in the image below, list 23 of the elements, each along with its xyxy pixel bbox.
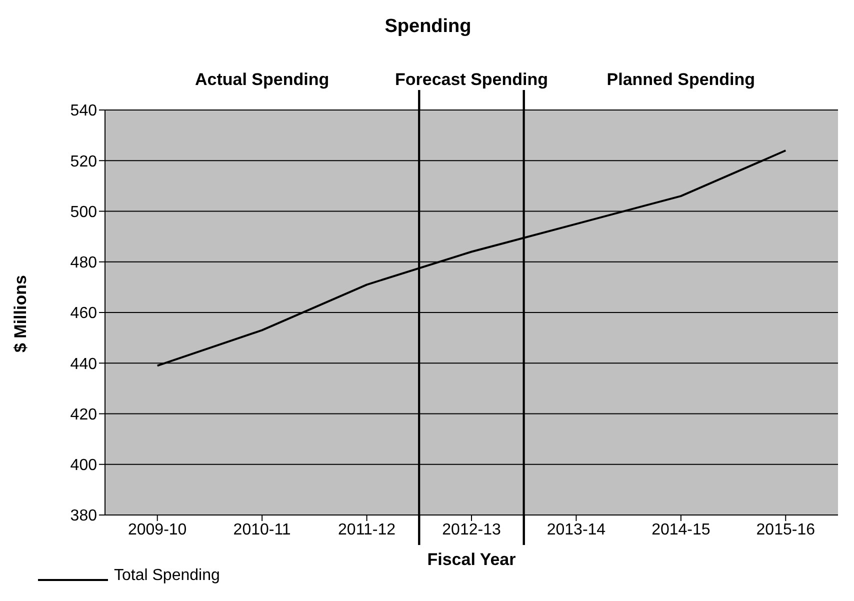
x-tick-label: 2015-16 <box>756 521 816 538</box>
band-label: Actual Spending <box>195 70 330 89</box>
y-tick-label: 520 <box>70 153 98 170</box>
band-label: Planned Spending <box>606 70 756 89</box>
x-tick-label: 2010-11 <box>233 521 291 538</box>
y-tick-label: 480 <box>70 254 98 272</box>
band-label: Forecast Spending <box>394 70 548 89</box>
y-tick-label: 440 <box>70 356 98 373</box>
y-axis-title: $ Millions <box>11 275 30 352</box>
y-tick-label: 540 <box>70 102 98 120</box>
legend-label: Total Spending <box>114 567 220 585</box>
y-tick-label: 460 <box>70 305 98 322</box>
y-tick-label: 500 <box>70 204 98 221</box>
x-tick-label: 2014-15 <box>652 521 710 538</box>
x-tick-label: 2009-10 <box>128 521 187 538</box>
x-tick-label: 2011-12 <box>338 521 396 538</box>
y-tick-label: 400 <box>70 457 98 474</box>
x-axis-title: Fiscal Year <box>427 550 516 569</box>
y-tick-label: 380 <box>70 508 98 525</box>
x-tick-label: 2013-14 <box>546 521 606 538</box>
x-tick-label: 2012-13 <box>442 521 501 538</box>
chart-title: Spending <box>384 16 472 38</box>
y-tick-label: 420 <box>70 406 98 424</box>
